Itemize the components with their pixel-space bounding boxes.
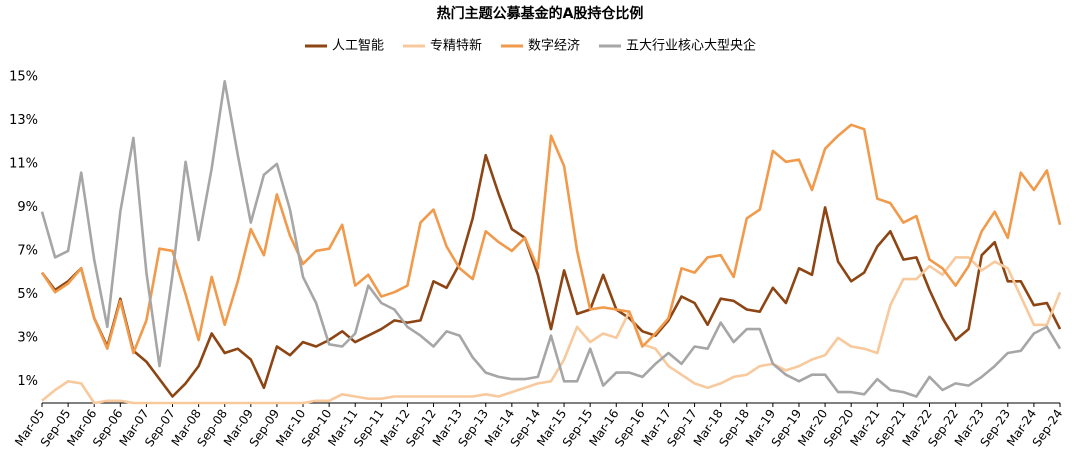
y-tick-label: 5% bbox=[17, 287, 38, 302]
y-tick-label: 11% bbox=[9, 156, 38, 171]
y-tick-label: 3% bbox=[17, 330, 38, 345]
y-tick-label: 15% bbox=[9, 70, 38, 85]
y-tick-label: 13% bbox=[9, 113, 38, 128]
legend-label: 专精特新 bbox=[430, 38, 482, 54]
series-line bbox=[40, 153, 1062, 398]
legend-label: 五大行业核心大型央企 bbox=[626, 38, 756, 54]
legend-label: 人工智能 bbox=[332, 39, 384, 54]
y-tick-label: 9% bbox=[17, 200, 38, 215]
series-line bbox=[41, 256, 1062, 405]
legend-label: 数字经济 bbox=[528, 39, 580, 54]
series-line bbox=[40, 80, 1062, 398]
series-line bbox=[40, 123, 1062, 355]
y-tick-label: 7% bbox=[17, 243, 38, 258]
y-tick-label: 1% bbox=[17, 374, 38, 389]
chart-title: 热门主题公募基金的A股持仓比例 bbox=[437, 5, 644, 22]
